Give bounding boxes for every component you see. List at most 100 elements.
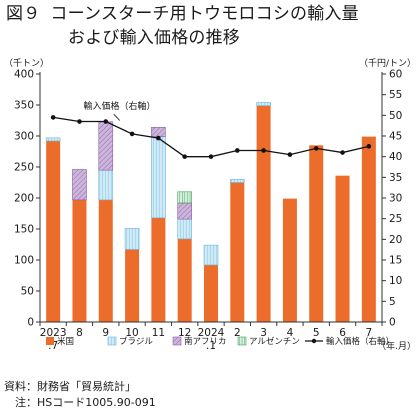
x-tick-label: 2023 — [40, 327, 67, 339]
y-right-tick-label: 40 — [389, 151, 402, 163]
x-tick-label: 10 — [125, 327, 138, 339]
price-point-8 — [261, 148, 266, 153]
title-line-1: 図９ コーンスターチ用トウモロコシの輸入量 — [6, 2, 418, 26]
source-note: 資料：財務省「貿易統計」 — [4, 380, 136, 393]
bar-us-6 — [204, 264, 218, 322]
legend-label-price: 輸入価格（右軸） — [326, 336, 394, 347]
legend-swatch-us — [46, 337, 54, 345]
bar-brazil-0 — [45, 137, 61, 142]
price-point-6 — [208, 154, 214, 159]
x-tick-label: 2024 — [198, 327, 225, 339]
y-left-tick-label: 150 — [14, 224, 34, 236]
price-point-0 — [50, 115, 56, 120]
y-left-axis-label: （千トン） — [4, 58, 49, 69]
y-left-tick-label: 200 — [14, 193, 34, 205]
bar-south-africa-4 — [151, 127, 166, 137]
legend-label-argentina: アルゼンチン — [249, 336, 300, 347]
legend-label-south-africa: 南アフリカ — [184, 336, 227, 347]
bar-us-3 — [125, 249, 140, 322]
price-point-4 — [156, 135, 161, 141]
annotation-leader — [113, 113, 121, 121]
chart-title: コーンスターチ用トウモロコシの輸入量 — [50, 4, 359, 24]
price-point-5 — [182, 154, 187, 159]
title-line-2: および輸入価格の推移 — [6, 26, 418, 50]
notes: 資料：財務省「貿易統計」 注：HSコード1005.90-091 — [4, 379, 156, 411]
bar-us-8 — [256, 105, 271, 323]
price-line-layer: 輸入価格（右軸） — [50, 100, 372, 159]
y-left-tick-label: 0 — [27, 317, 34, 329]
bar-brazil-4 — [151, 136, 166, 219]
y-left-tick-label: 400 — [14, 69, 34, 81]
legend-swatch-argentina — [237, 336, 247, 346]
x-tick-label: 2 — [234, 327, 241, 339]
bar-us-12 — [361, 136, 376, 322]
y-right-tick-label: 60 — [389, 69, 402, 81]
y-right-tick-label: 45 — [389, 131, 402, 143]
y-right-tick-label: 50 — [389, 110, 402, 122]
legend-label-brazil: ブラジル — [119, 336, 153, 347]
axes-layer: 0501001502002503003504000510152025303540… — [4, 58, 416, 352]
x-tick-label: 6 — [339, 327, 346, 339]
bar-us-11 — [335, 175, 350, 322]
x-tick-label: 11 — [152, 327, 165, 339]
bar-us-5 — [177, 238, 192, 322]
bar-brazil-2 — [98, 169, 114, 201]
bar-us-7 — [230, 182, 245, 322]
y-right-tick-label: 35 — [389, 172, 402, 184]
x-tick-label: 3 — [260, 327, 267, 339]
bar-us-0 — [46, 140, 61, 322]
bar-us-4 — [151, 217, 166, 322]
price-point-7 — [235, 148, 240, 153]
legend-line-marker — [311, 338, 317, 344]
x-tick-label: 9 — [102, 327, 109, 339]
y-right-tick-label: 10 — [389, 275, 402, 287]
y-right-tick-label: 30 — [389, 193, 402, 205]
bar-brazil-3 — [124, 228, 140, 250]
bar-us-1 — [72, 199, 87, 322]
bar-us-2 — [98, 199, 113, 322]
legend: 米国 ブラジル 南アフリカ アルゼンチン 輸入価格（右軸） — [46, 336, 394, 347]
x-tick-label: .1 — [206, 340, 216, 352]
bar-south-africa-1 — [72, 169, 87, 201]
y-right-tick-label: 20 — [389, 234, 402, 246]
x-axis-unit-label: （年.月） — [377, 340, 416, 352]
y-left-tick-label: 250 — [14, 162, 34, 174]
bar-us-10 — [309, 145, 324, 322]
bar-us-9 — [282, 198, 297, 322]
legend-swatch-brazil — [107, 336, 117, 346]
y-left-tick-label: 300 — [14, 131, 34, 143]
price-point-12 — [366, 144, 372, 149]
bars-layer — [45, 102, 376, 323]
bar-south-africa-5 — [177, 202, 192, 220]
y-right-axis-label: （千円/トン） — [359, 58, 416, 69]
chart-subtitle: および輸入価格の推移 — [68, 28, 240, 48]
bar-brazil-6 — [203, 244, 219, 266]
price-point-10 — [313, 146, 319, 151]
price-point-1 — [77, 119, 82, 124]
bar-brazil-5 — [177, 218, 192, 240]
figure-label: 図９ — [6, 4, 41, 24]
price-point-9 — [287, 152, 293, 157]
y-right-tick-label: 0 — [389, 317, 396, 329]
legend-label-us: 米国 — [57, 336, 74, 347]
y-left-tick-label: 100 — [14, 255, 34, 267]
bar-brazil-8 — [256, 102, 271, 106]
x-tick-label: 4 — [287, 327, 294, 339]
price-point-2 — [103, 119, 109, 124]
y-left-tick-label: 50 — [21, 286, 34, 298]
y-right-tick-label: 55 — [389, 89, 402, 101]
x-tick-label: 7 — [366, 327, 373, 339]
x-tick-label: .7 — [48, 340, 58, 352]
chart: 0501001502002503003504000510152025303540… — [4, 58, 416, 352]
bar-brazil-7 — [230, 179, 245, 183]
price-line-annotation: 輸入価格（右軸） — [83, 100, 155, 112]
y-right-tick-label: 15 — [389, 255, 402, 267]
bar-argentina-5 — [177, 191, 192, 204]
x-tick-label: 8 — [76, 327, 83, 339]
title-block: 図９ コーンスターチ用トウモロコシの輸入量 および輸入価格の推移 — [6, 2, 418, 50]
y-right-tick-label: 25 — [389, 213, 402, 225]
price-point-3 — [129, 131, 135, 137]
price-point-11 — [340, 150, 345, 155]
x-tick-label: 5 — [313, 327, 320, 339]
y-left-tick-label: 350 — [14, 100, 34, 112]
